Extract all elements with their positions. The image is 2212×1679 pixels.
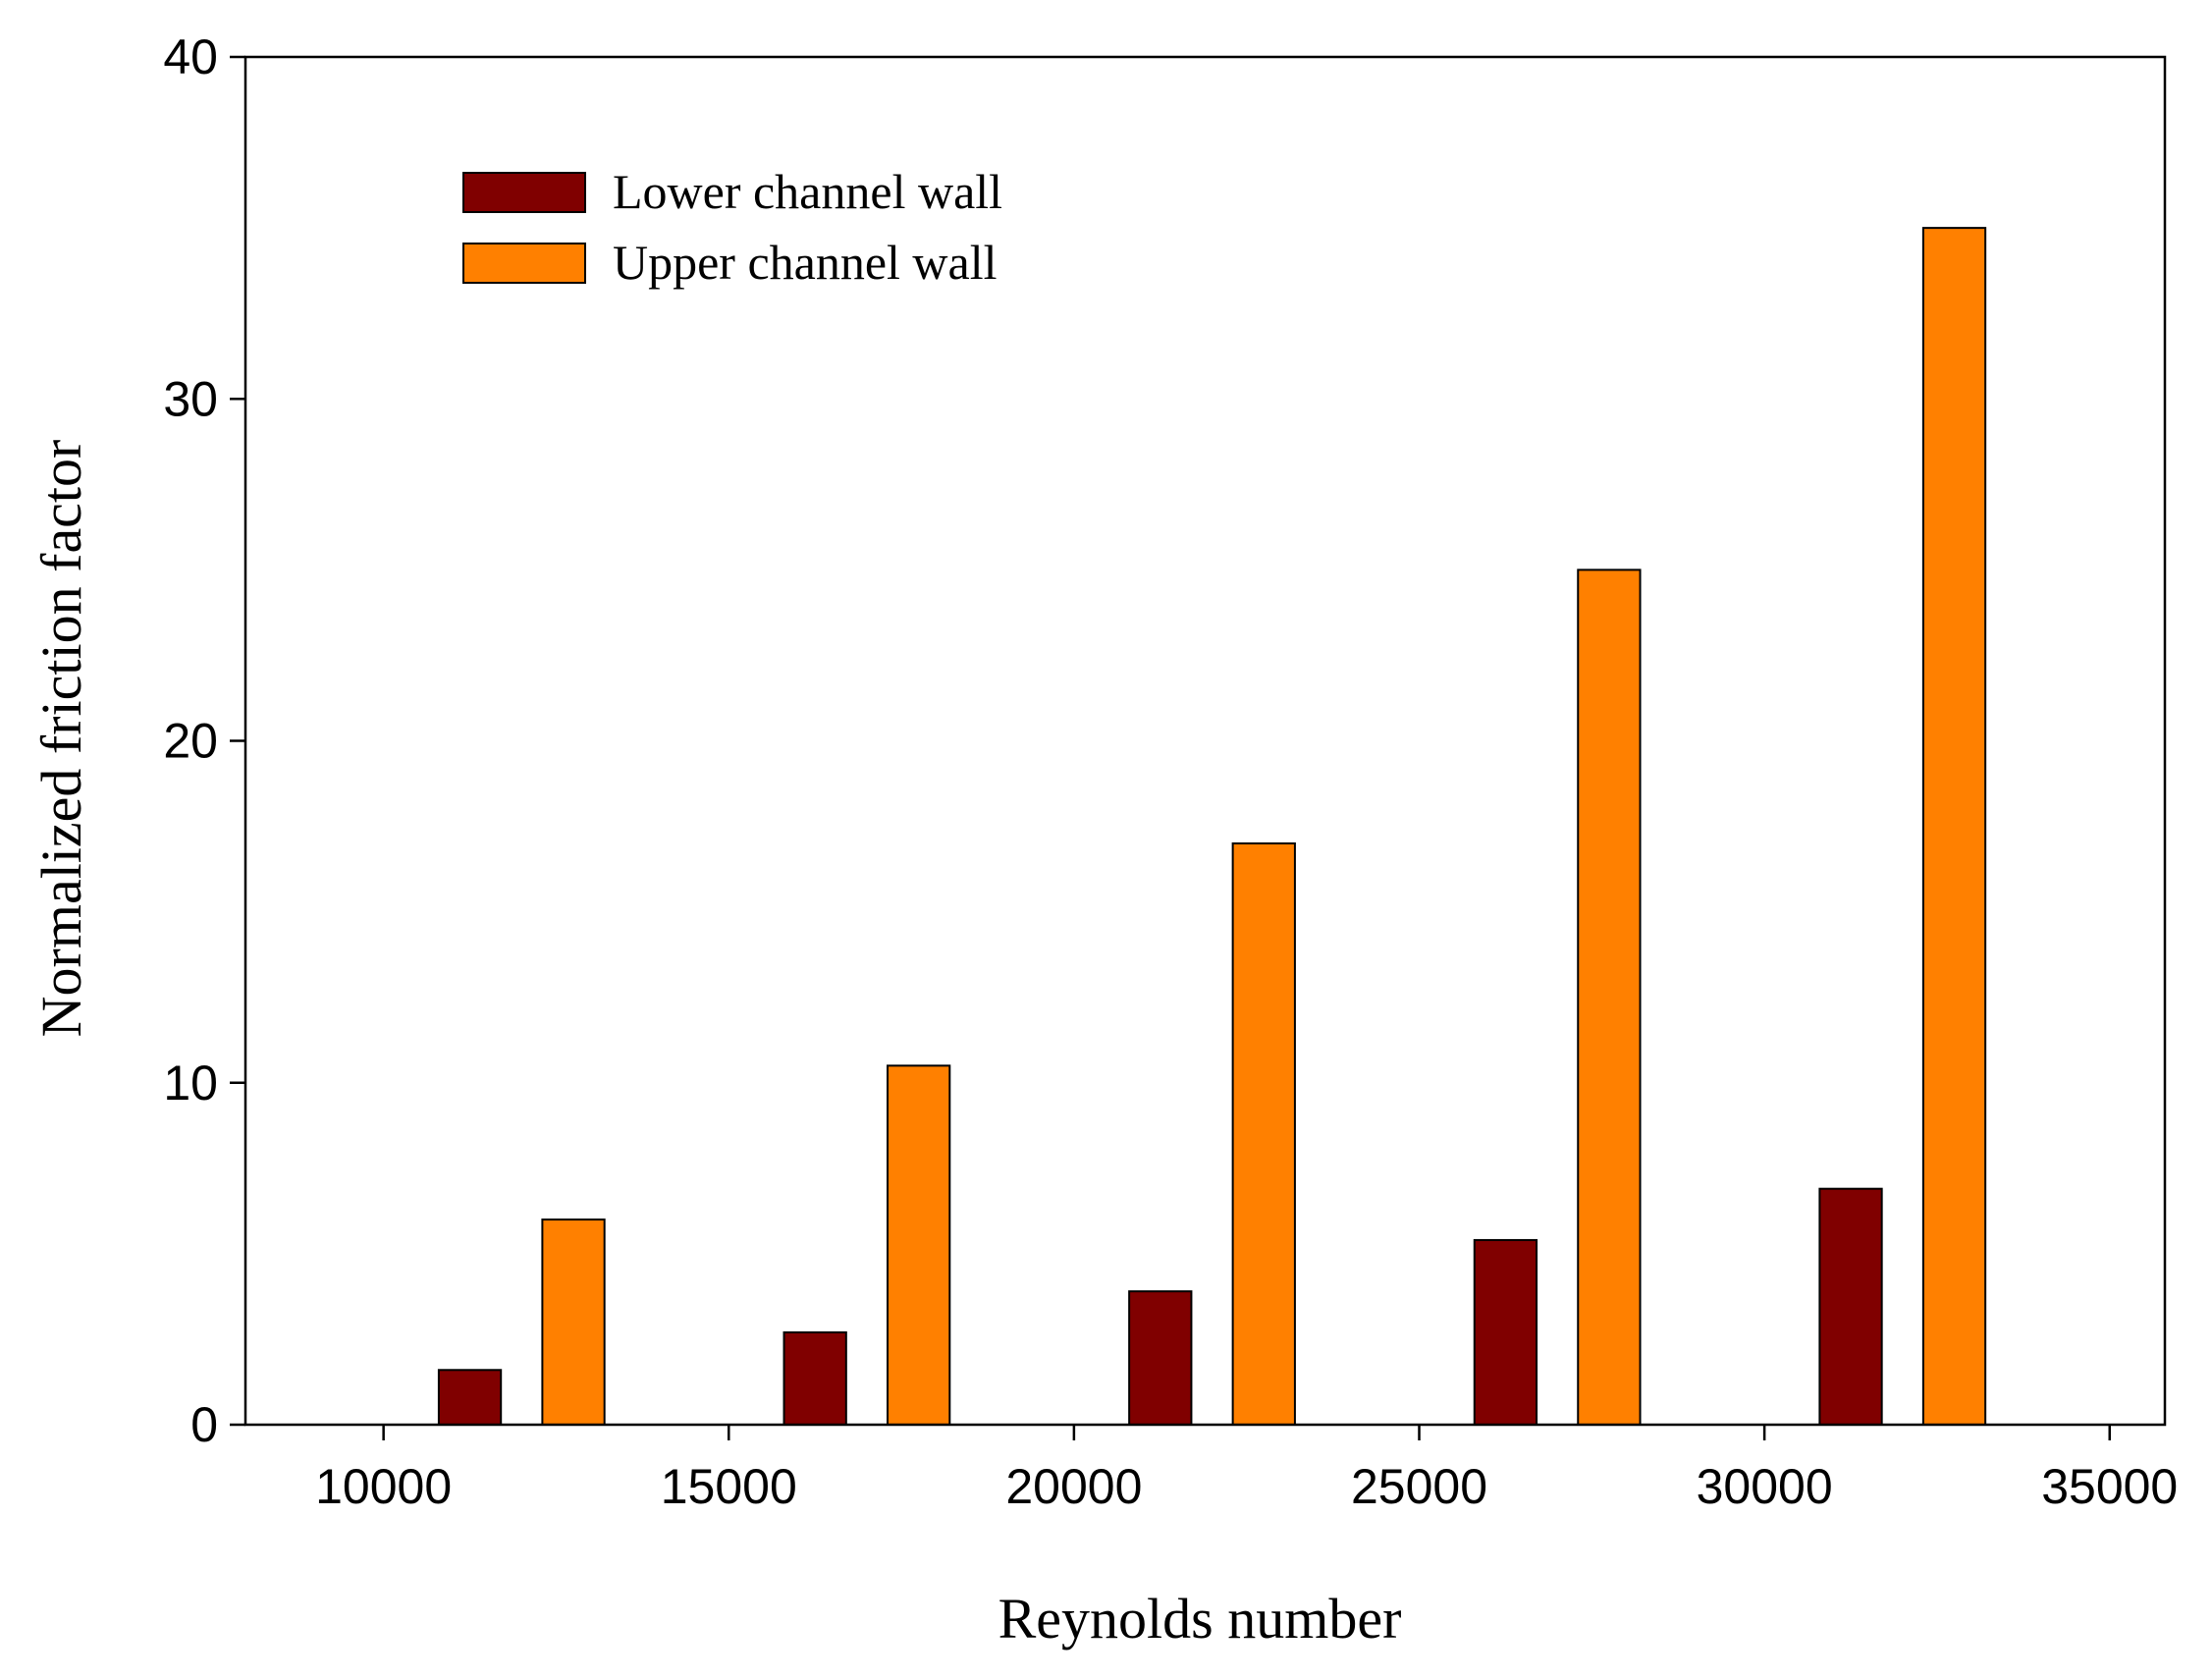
legend: Lower channel wall Upper channel wall: [462, 164, 1002, 290]
x-tick-label-0: 10000: [315, 1459, 452, 1514]
bar-lower-1: [782, 1330, 847, 1426]
y-tick-label-1: 10: [163, 1056, 218, 1110]
bar-upper-3: [1577, 569, 1642, 1427]
bar-upper-2: [1231, 841, 1296, 1426]
y-tick-label-0: 0: [190, 1397, 218, 1452]
bars-layer: [437, 227, 1987, 1427]
bar-upper-1: [887, 1064, 951, 1426]
x-tick-label-5: 35000: [2041, 1459, 2178, 1514]
bar-lower-0: [437, 1369, 503, 1427]
legend-label-lower: Lower channel wall: [613, 164, 1002, 219]
legend-label-upper: Upper channel wall: [613, 235, 998, 290]
x-tick-label-3: 25000: [1351, 1459, 1487, 1514]
labels-layer: Reynolds number Normalized friction fact…: [29, 440, 1401, 1651]
legend-swatch-lower: [462, 172, 586, 213]
y-tick-label-2: 20: [163, 714, 218, 769]
y-axis-title: Normalized friction factor: [29, 440, 93, 1038]
y-tick-label-4: 40: [163, 29, 218, 84]
y-tick-label-3: 30: [163, 371, 218, 426]
bar-upper-4: [1921, 227, 1987, 1427]
bar-lower-2: [1128, 1290, 1193, 1427]
bar-upper-0: [541, 1219, 606, 1427]
x-tick-label-1: 15000: [661, 1459, 797, 1514]
x-tick-label-2: 20000: [1005, 1459, 1142, 1514]
ticks-layer: 0 10 20 30 40 10000 15000 20000 25000 30000 35000: [163, 29, 2178, 1514]
x-tick-label-4: 30000: [1697, 1459, 1833, 1514]
bar-lower-3: [1473, 1238, 1538, 1426]
legend-swatch-upper: [462, 243, 586, 284]
x-axis-title: Reynolds number: [998, 1587, 1402, 1651]
bar-lower-4: [1818, 1187, 1883, 1426]
